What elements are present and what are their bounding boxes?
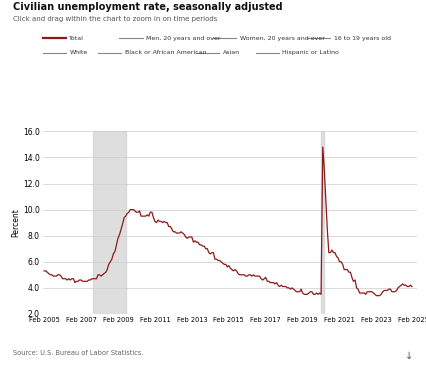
Bar [321,131,324,314]
Text: Total: Total [69,36,84,41]
Bar [93,131,126,314]
Text: Hispanic or Latino: Hispanic or Latino [282,50,340,55]
Text: White: White [69,50,88,55]
Text: ↓: ↓ [405,351,413,361]
Text: 16 to 19 years old: 16 to 19 years old [334,36,391,41]
Text: Click and drag within the chart to zoom in on time periods: Click and drag within the chart to zoom … [13,16,217,22]
Text: Source: U.S. Bureau of Labor Statistics.: Source: U.S. Bureau of Labor Statistics. [13,350,143,356]
Text: Black or African American: Black or African American [125,50,206,55]
Text: Men, 20 years and over: Men, 20 years and over [146,36,221,41]
Text: Civilian unemployment rate, seasonally adjusted: Civilian unemployment rate, seasonally a… [13,2,282,12]
Text: Asian: Asian [223,50,240,55]
Text: Women, 20 years and over: Women, 20 years and over [240,36,325,41]
Y-axis label: Percent: Percent [11,208,20,237]
